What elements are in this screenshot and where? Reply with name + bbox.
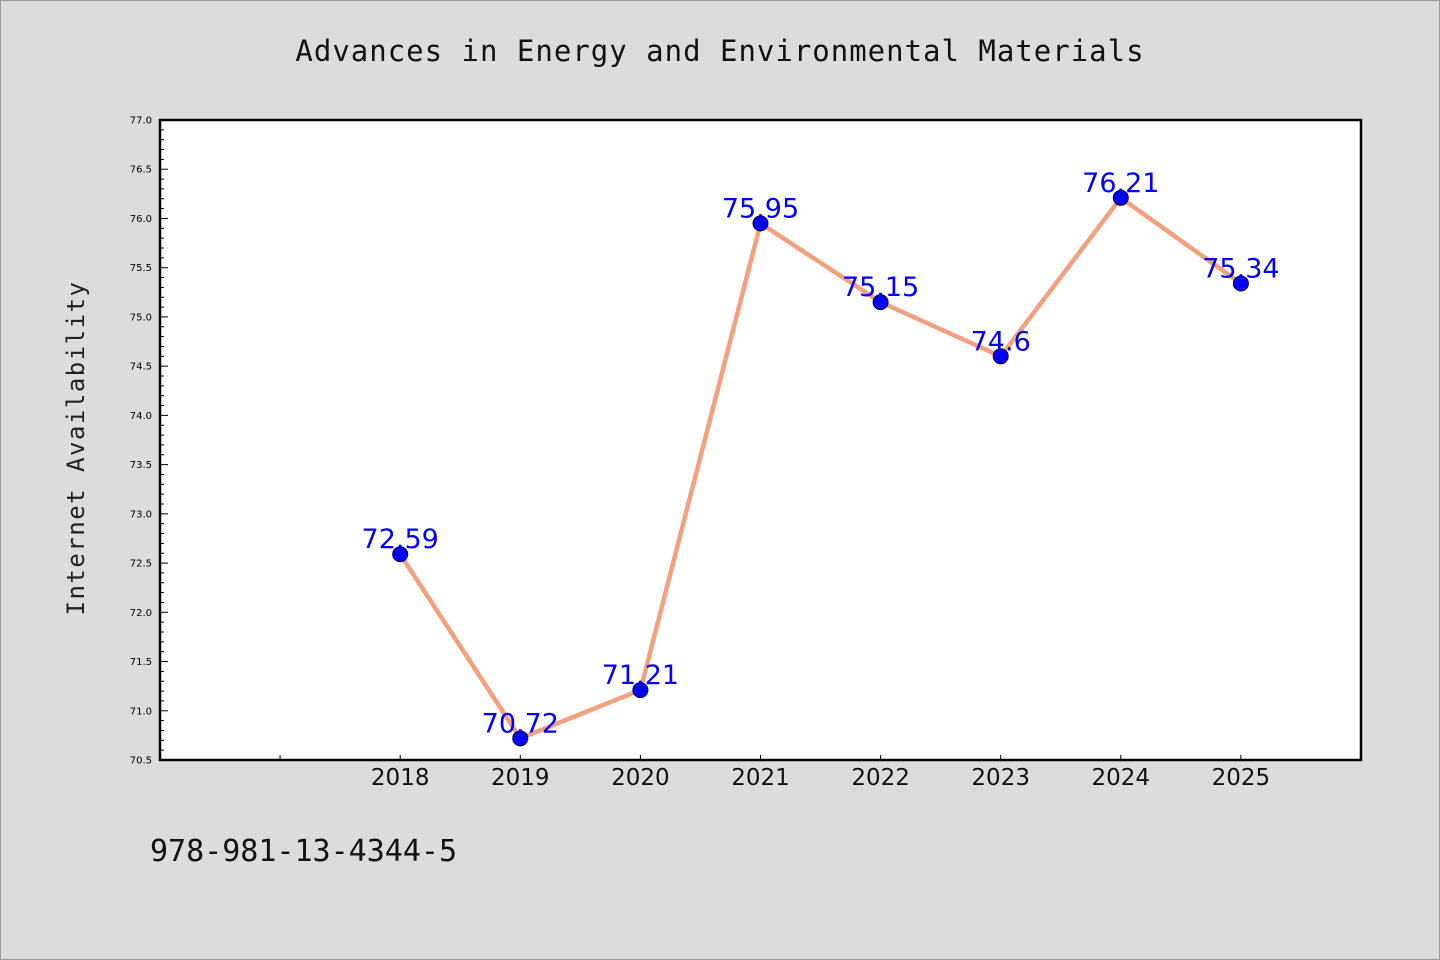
x-tick-label: 2023 bbox=[971, 765, 1030, 791]
y-tick-label: 71.5 bbox=[130, 657, 152, 668]
series-line-group bbox=[397, 195, 1244, 741]
y-tick-label: 77.0 bbox=[130, 116, 152, 127]
y-tick-label: 71.0 bbox=[130, 706, 152, 717]
y-tick-label: 72.5 bbox=[130, 559, 152, 570]
data-point bbox=[872, 294, 889, 311]
y-tick-label: 73.0 bbox=[130, 509, 152, 520]
y-tick-label: 72.0 bbox=[130, 608, 152, 619]
data-label: 72.59 bbox=[362, 524, 439, 555]
data-label: 74.6 bbox=[971, 326, 1031, 357]
y-tick-label: 75.5 bbox=[130, 263, 152, 274]
y-tick-label: 73.5 bbox=[130, 460, 152, 471]
y-tick-label: 75.0 bbox=[130, 312, 152, 323]
data-point bbox=[1232, 275, 1249, 292]
footer-code: 978-981-13-4344-5 bbox=[150, 834, 458, 869]
y-tick-label: 74.5 bbox=[130, 362, 152, 373]
y-axis-ticks: 70.5 71.0 71.5 72.0 72.5 73.0 73.5 74.0 74.5 75.0… bbox=[130, 116, 168, 767]
x-tick-label: 2024 bbox=[1092, 765, 1151, 791]
plot-border bbox=[158, 118, 1363, 762]
x-tick-label: 2022 bbox=[851, 765, 910, 791]
x-tick-label: 2019 bbox=[491, 765, 550, 791]
x-tick-label: 2018 bbox=[371, 765, 430, 791]
data-label: 75.15 bbox=[842, 272, 919, 303]
data-label: 70.72 bbox=[482, 708, 559, 739]
data-label: 75.34 bbox=[1202, 253, 1279, 284]
data-point bbox=[392, 546, 409, 563]
chart-title: Advances in Energy and Environmental Mat… bbox=[295, 34, 1145, 68]
data-point bbox=[632, 682, 649, 699]
data-point bbox=[992, 348, 1009, 365]
series-markers bbox=[392, 189, 1249, 747]
data-point bbox=[512, 730, 529, 747]
x-axis-ticks: 2018 2019 2020 2021 2022 2023 2024 2025 bbox=[279, 755, 1271, 791]
series-line bbox=[397, 195, 1244, 741]
x-tick-label: 2025 bbox=[1212, 765, 1271, 791]
y-tick-label: 74.0 bbox=[130, 411, 152, 422]
y-tick-label: 76.0 bbox=[130, 214, 152, 225]
data-point bbox=[1112, 189, 1129, 206]
data-label: 75.95 bbox=[722, 193, 799, 224]
y-tick-label: 70.5 bbox=[130, 756, 152, 767]
data-label: 76.21 bbox=[1082, 168, 1159, 199]
x-tick-label: 2021 bbox=[731, 765, 790, 791]
data-label: 71.21 bbox=[602, 660, 679, 691]
x-tick-label: 2020 bbox=[611, 765, 670, 791]
data-point bbox=[752, 215, 769, 232]
data-labels: 72.59 70.72 71.21 75.95 75.15 74.6 76.21 75.34 bbox=[362, 168, 1280, 740]
y-tick-label: 76.5 bbox=[130, 165, 152, 176]
